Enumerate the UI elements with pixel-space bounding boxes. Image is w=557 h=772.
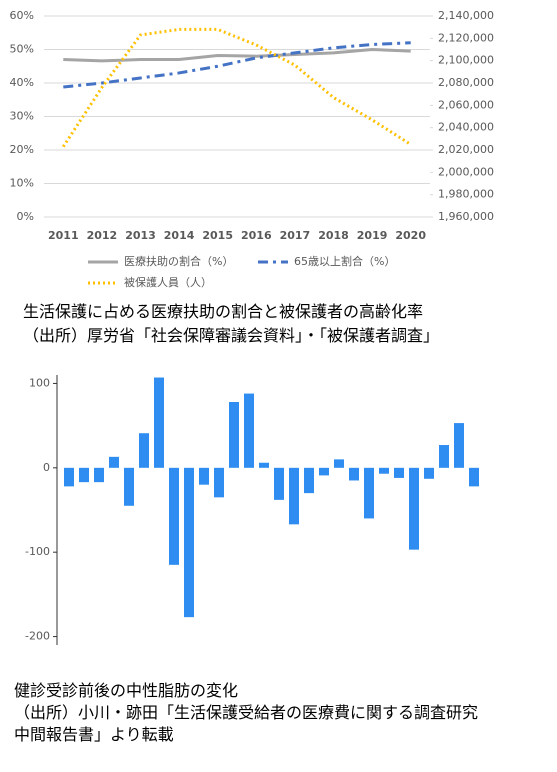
y2-tick-label: 1,960,000	[438, 210, 494, 223]
legend-label: 医療扶助の割合（%）	[124, 254, 233, 268]
y-tick-label: 100	[29, 376, 50, 389]
y2-tick-label: 2,100,000	[438, 54, 494, 67]
caption: （出所）厚労省「社会保障審議会資料」・「被保護者調査」	[23, 326, 440, 345]
bar	[79, 467, 89, 483]
bar	[409, 467, 419, 550]
y-tick-label: -100	[25, 545, 50, 558]
caption: （出所）小川・跡田「生活保護受給者の医療費に関する調査研究	[14, 703, 479, 722]
chart-bar: 100 0 -100 -200	[25, 375, 479, 645]
y2-tick-label: 2,140,000	[438, 9, 494, 22]
y-tick-label: 50%	[10, 43, 34, 56]
x-tick-label: 2019	[357, 229, 388, 242]
bar	[94, 467, 104, 483]
bar	[379, 467, 389, 474]
bar	[199, 467, 209, 485]
legend-label: 被保護人員（人）	[124, 275, 212, 289]
y2-tick-label: 1,980,000	[438, 188, 494, 201]
caption: 中間報告書」より転載	[14, 725, 174, 744]
bar	[214, 467, 224, 498]
y-tick-label: 60%	[10, 9, 34, 22]
y-tick-label: 0	[43, 461, 50, 474]
bar	[334, 459, 344, 468]
bar	[469, 467, 479, 487]
caption: 健診受診前後の中性脂肪の変化	[14, 681, 239, 700]
x-tick-label: 2016	[241, 229, 272, 242]
y2-tick-label: 2,060,000	[438, 98, 494, 111]
caption: 生活保護に占める医療扶助の割合と被保護者の高齢化率	[23, 302, 424, 321]
bar	[289, 467, 299, 525]
bar	[319, 467, 329, 476]
bar	[109, 456, 119, 468]
bar	[304, 467, 314, 494]
x-tick-label: 2014	[164, 229, 195, 242]
series-line	[63, 47, 411, 63]
bar	[439, 445, 449, 468]
bar	[124, 467, 134, 506]
bar	[169, 467, 179, 565]
y2-tick-label: 2,000,000	[438, 165, 494, 178]
y-tick-label: 40%	[10, 76, 34, 89]
series-line	[62, 27, 412, 148]
series-line	[63, 41, 411, 89]
bar	[274, 467, 284, 500]
bar	[394, 467, 404, 478]
bar	[424, 467, 434, 479]
y2-tick-label: 2,120,000	[438, 31, 494, 44]
y2-tick-label: 2,040,000	[438, 121, 494, 134]
bar	[349, 467, 359, 481]
y-tick-label: -200	[25, 630, 50, 643]
bar	[244, 393, 254, 468]
x-tick-label: 2013	[125, 229, 156, 242]
x-tick-label: 2018	[318, 229, 349, 242]
y-tick-label: 20%	[10, 143, 34, 156]
chart-line: 0% 10% 20% 30% 40% 50% 60% 1,960,000 1,980,000 2,…	[10, 9, 494, 289]
x-tick-label: 2020	[395, 229, 426, 242]
x-tick-label: 2012	[87, 229, 118, 242]
bar	[64, 467, 74, 487]
x-tick-label: 2011	[48, 229, 79, 242]
bar	[259, 462, 269, 468]
legend-label: 65歳以上割合（%）	[294, 254, 395, 268]
y2-tick-label: 2,020,000	[438, 143, 494, 156]
x-tick-label: 2017	[280, 229, 311, 242]
bar	[154, 377, 164, 468]
y-tick-label: 10%	[10, 177, 34, 190]
y-tick-label: 30%	[10, 110, 34, 123]
bar	[364, 467, 374, 519]
y2-tick-label: 2,080,000	[438, 76, 494, 89]
bar	[454, 423, 464, 468]
bar	[229, 402, 239, 468]
y-tick-label: 0%	[17, 210, 34, 223]
bar	[139, 433, 149, 468]
x-tick-label: 2015	[202, 229, 233, 242]
bar	[184, 467, 194, 618]
